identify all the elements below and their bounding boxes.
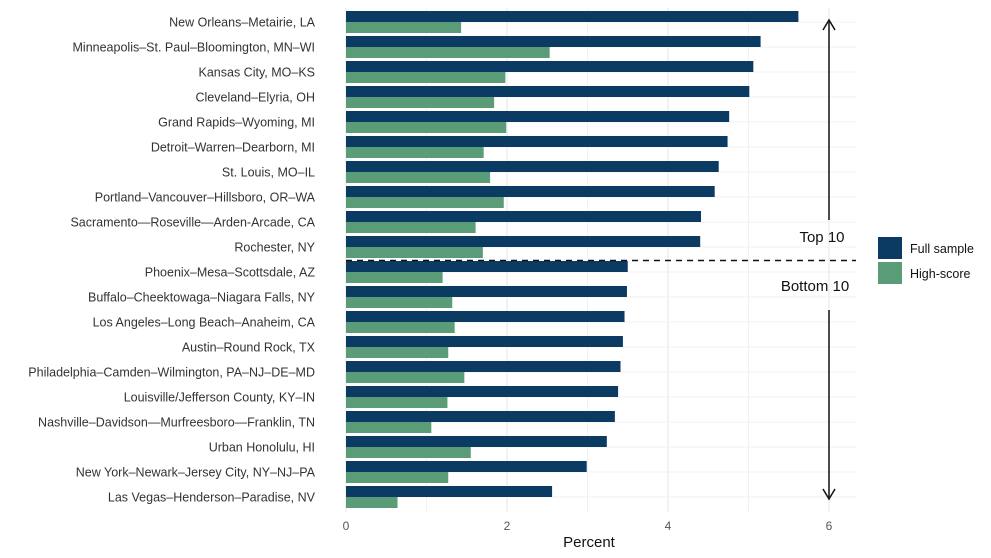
bar-high-score-5 (346, 147, 484, 158)
category-label: Minneapolis–St. Paul–Bloomington, MN–WI (73, 41, 315, 55)
category-label: New Orleans–Metairie, LA (169, 16, 316, 30)
top-10-label: Top 10 (799, 229, 844, 246)
x-tick-label: 2 (504, 519, 511, 533)
category-label: Nashville–Davidson—Murfreesboro—Franklin… (38, 416, 315, 430)
bar-high-score-4 (346, 122, 507, 133)
bar-full-sample-5 (346, 136, 728, 147)
bar-full-sample-10 (346, 261, 628, 272)
bar-full-sample-18 (346, 461, 587, 472)
category-label: Las Vegas–Henderson–Paradise, NV (108, 491, 316, 505)
bar-high-score-18 (346, 472, 449, 483)
category-label: Cleveland–Elyria, OH (196, 91, 316, 105)
bar-high-score-8 (346, 222, 476, 233)
x-axis-title: Percent (563, 534, 616, 551)
category-label: Philadelphia–Camden–Wilmington, PA–NJ–DE… (28, 366, 315, 380)
category-label: Phoenix–Mesa–Scottsdale, AZ (145, 266, 316, 280)
legend-label-full-sample: Full sample (910, 242, 974, 256)
bar-full-sample-8 (346, 211, 702, 222)
bar-full-sample-7 (346, 186, 715, 197)
bar-full-sample-17 (346, 436, 607, 447)
bar-high-score-7 (346, 197, 504, 208)
bar-full-sample-2 (346, 61, 754, 72)
category-label: Kansas City, MO–KS (199, 66, 315, 80)
category-label: Portland–Vancouver–Hillsboro, OR–WA (95, 191, 316, 205)
category-labels: New Orleans–Metairie, LA Minneapolis–St. … (28, 16, 315, 505)
bar-full-sample-16 (346, 411, 615, 422)
bar-high-score-1 (346, 47, 550, 58)
bar-full-sample-6 (346, 161, 719, 172)
bottom-arrow-head (822, 488, 836, 501)
bar-full-sample-0 (346, 11, 799, 22)
category-label: Buffalo–Cheektowaga–Niagara Falls, NY (88, 291, 316, 305)
bar-full-sample-9 (346, 236, 701, 247)
legend-swatch-high-score (878, 262, 902, 284)
bar-high-score-13 (346, 347, 449, 358)
category-label: New York–Newark–Jersey City, NY–NJ–PA (76, 466, 316, 480)
bar-full-sample-1 (346, 36, 761, 47)
bar-full-sample-15 (346, 386, 619, 397)
category-label: Austin–Round Rock, TX (182, 341, 316, 355)
bar-full-sample-4 (346, 111, 730, 122)
legend: Full sample High-score (878, 237, 974, 284)
category-label: Urban Honolulu, HI (209, 441, 315, 455)
x-tick-label: 0 (343, 519, 350, 533)
bar-high-score-0 (346, 22, 462, 33)
bar-high-score-14 (346, 372, 465, 383)
bar-high-score-16 (346, 422, 432, 433)
bar-high-score-3 (346, 97, 495, 108)
bar-high-score-10 (346, 272, 443, 283)
bottom-10-label: Bottom 10 (781, 278, 849, 295)
legend-label-high-score: High-score (910, 267, 970, 281)
bars-group (346, 11, 799, 508)
bar-full-sample-12 (346, 311, 625, 322)
bar-full-sample-19 (346, 486, 553, 497)
x-tick-labels: 0 2 4 6 (343, 519, 833, 533)
top-arrow-head (822, 18, 836, 31)
legend-swatch-full-sample (878, 237, 902, 259)
x-tick-label: 4 (665, 519, 672, 533)
bar-full-sample-11 (346, 286, 627, 297)
category-label: Sacramento—Roseville—Arden-Arcade, CA (70, 216, 315, 230)
category-label: Louisville/Jefferson County, KY–IN (124, 391, 315, 405)
category-label: St. Louis, MO–IL (222, 166, 315, 180)
bar-high-score-17 (346, 447, 471, 458)
bar-high-score-11 (346, 297, 453, 308)
category-label: Los Angeles–Long Beach–Anaheim, CA (93, 316, 316, 330)
category-label: Rochester, NY (234, 241, 315, 255)
category-label: Grand Rapids–Wyoming, MI (158, 116, 315, 130)
bar-high-score-19 (346, 497, 398, 508)
x-tick-label: 6 (826, 519, 833, 533)
bar-high-score-2 (346, 72, 506, 83)
bar-full-sample-3 (346, 86, 750, 97)
bar-full-sample-13 (346, 336, 623, 347)
bar-high-score-6 (346, 172, 491, 183)
bar-full-sample-14 (346, 361, 621, 372)
bar-high-score-9 (346, 247, 483, 258)
bar-high-score-15 (346, 397, 448, 408)
bar-high-score-12 (346, 322, 455, 333)
category-label: Detroit–Warren–Dearborn, MI (151, 141, 315, 155)
